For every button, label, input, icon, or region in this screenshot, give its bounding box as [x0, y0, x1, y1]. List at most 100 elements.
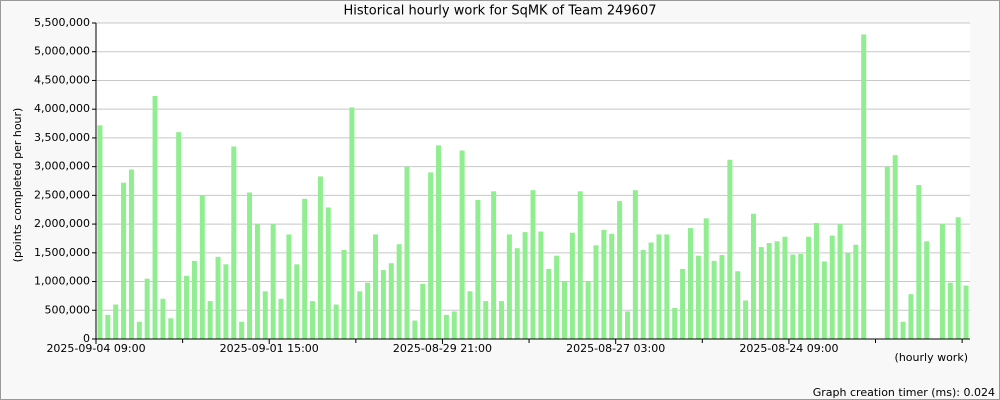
bar: [585, 281, 591, 339]
bar: [719, 255, 725, 339]
bar: [428, 172, 434, 339]
bar: [821, 261, 827, 339]
bar: [388, 263, 394, 339]
bar: [546, 268, 552, 339]
bar: [648, 242, 654, 339]
bar: [766, 243, 772, 339]
bar: [861, 34, 867, 340]
bar: [176, 132, 182, 339]
bar: [254, 224, 260, 339]
bar: [215, 256, 221, 339]
bar: [380, 270, 386, 339]
x-tick-label: 2025-09-04 09:00: [46, 342, 145, 355]
bar: [341, 249, 347, 339]
bar: [695, 255, 701, 339]
bar: [128, 169, 134, 339]
bar: [624, 311, 630, 339]
y-tick-label: 500,000: [45, 303, 91, 316]
y-tick-label: 4,500,000: [34, 73, 90, 86]
bar: [609, 233, 615, 339]
y-tick-label: 1,500,000: [34, 246, 90, 259]
bar: [538, 231, 544, 339]
bar: [916, 185, 922, 339]
bar: [207, 301, 213, 339]
bar: [160, 298, 166, 339]
bar: [412, 320, 418, 339]
bar: [278, 298, 284, 339]
x-tick-label: 2025-08-29 21:00: [393, 342, 492, 355]
bar: [924, 241, 930, 339]
bar: [601, 229, 607, 339]
bar: [743, 300, 749, 339]
bar: [247, 192, 253, 339]
bar: [782, 236, 788, 339]
bar: [491, 191, 497, 339]
bar: [955, 217, 961, 339]
y-tick-label: 5,000,000: [34, 45, 90, 58]
bar: [798, 253, 804, 339]
bar: [664, 234, 670, 339]
y-tick-label: 1,000,000: [34, 275, 90, 288]
bar: [144, 278, 150, 339]
bar: [774, 241, 780, 339]
bar: [136, 321, 142, 339]
bar: [349, 107, 355, 339]
bar: [239, 321, 245, 339]
bar: [711, 260, 717, 339]
bar: [97, 125, 103, 339]
y-tick-label: 3,000,000: [34, 160, 90, 173]
bar: [900, 321, 906, 339]
bar: [569, 232, 575, 339]
bar: [947, 282, 953, 339]
bar: [506, 234, 512, 339]
bar: [514, 248, 520, 339]
bar: [530, 190, 536, 339]
bar: [522, 232, 528, 339]
bar: [451, 311, 457, 339]
bar: [640, 249, 646, 339]
bar: [357, 291, 363, 339]
bar: [554, 255, 560, 339]
chart-title: Historical hourly work for SqMK of Team …: [344, 4, 657, 19]
bar: [113, 304, 119, 339]
bar: [231, 146, 237, 339]
y-tick-label: 2,000,000: [34, 217, 90, 230]
bar: [727, 159, 733, 339]
bar: [703, 218, 709, 339]
y-tick-label: 0: [83, 332, 90, 345]
footer: Graph creation timer (ms): 0.024: [813, 386, 995, 399]
y-tick-label: 2,500,000: [34, 188, 90, 201]
bar: [396, 244, 402, 339]
bar: [750, 213, 756, 339]
bar: [317, 176, 323, 339]
bar: [908, 294, 914, 339]
bar: [443, 314, 449, 339]
bar: [806, 236, 812, 339]
y-axis-label: (points completed per hour): [11, 108, 24, 263]
bar: [884, 166, 890, 339]
x-tick-label: 2025-09-01 15:00: [220, 342, 319, 355]
y-tick-label: 3,500,000: [34, 131, 90, 144]
bar: [829, 235, 835, 339]
bar: [963, 285, 969, 339]
bar: [302, 198, 308, 339]
bar: [577, 191, 583, 339]
bar: [593, 245, 599, 339]
bar: [499, 301, 505, 339]
bar: [184, 275, 190, 339]
bar: [459, 150, 465, 339]
bar: [467, 291, 473, 339]
bar: [310, 301, 316, 339]
bar: [758, 247, 764, 339]
bar: [853, 244, 859, 339]
bar: [270, 224, 276, 339]
bar: [475, 199, 481, 339]
bar: [420, 283, 426, 339]
bar: [845, 252, 851, 339]
bar: [333, 304, 339, 339]
bar: [687, 228, 693, 339]
bar: [199, 195, 205, 339]
bar: [892, 155, 898, 339]
bar: [561, 281, 567, 339]
y-tick-label: 5,500,000: [34, 16, 90, 29]
